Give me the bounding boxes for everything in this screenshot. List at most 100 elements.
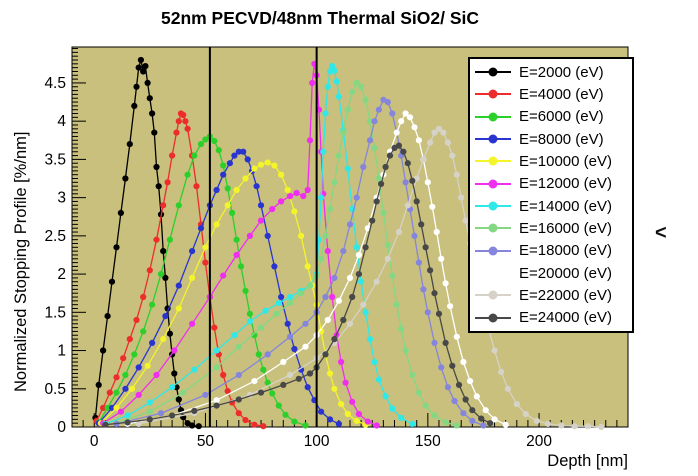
data-marker <box>108 278 116 285</box>
legend-item: E=12000 (eV) <box>470 173 632 194</box>
data-marker <box>340 316 347 324</box>
series-8000 <box>95 148 342 427</box>
data-marker <box>122 371 129 379</box>
data-marker <box>409 420 416 427</box>
data-marker <box>153 163 160 171</box>
data-marker <box>251 165 258 172</box>
data-marker <box>398 118 405 125</box>
data-marker <box>371 358 378 366</box>
data-marker <box>373 198 380 205</box>
data-marker <box>257 161 265 168</box>
data-marker <box>371 118 378 125</box>
data-marker <box>462 217 469 224</box>
data-marker <box>253 183 260 190</box>
legend-label: E=22000 (eV) <box>519 286 612 304</box>
data-marker <box>300 193 307 200</box>
data-marker <box>306 370 314 377</box>
legend-label: E=24000 (eV) <box>519 309 612 327</box>
data-marker <box>447 303 454 310</box>
data-marker <box>264 379 271 386</box>
data-marker <box>160 202 167 209</box>
data-marker <box>318 194 325 201</box>
data-marker <box>282 411 289 418</box>
data-marker <box>184 171 191 178</box>
data-marker <box>113 389 120 396</box>
data-marker <box>335 93 342 100</box>
data-marker <box>353 194 360 201</box>
legend-item: E=22000 (eV) <box>470 285 632 306</box>
data-marker <box>280 358 287 366</box>
data-marker <box>487 420 494 427</box>
data-marker <box>491 416 498 423</box>
data-marker <box>146 399 153 406</box>
data-marker <box>213 347 220 354</box>
data-marker <box>344 106 351 113</box>
data-marker <box>195 423 202 430</box>
data-marker <box>338 358 345 366</box>
data-marker <box>469 417 476 424</box>
data-marker <box>124 412 131 419</box>
legend-marker-line <box>475 201 511 211</box>
data-marker <box>424 179 431 186</box>
data-marker <box>237 263 245 270</box>
data-marker <box>427 139 434 146</box>
x-axis-title: Depth [nm] <box>547 452 628 470</box>
data-marker <box>326 206 334 213</box>
data-marker <box>360 163 367 171</box>
data-marker <box>162 274 169 281</box>
data-marker <box>358 83 365 90</box>
data-marker <box>362 244 369 251</box>
y-tick-label: 4 <box>57 113 66 130</box>
x-tick-label: 200 <box>526 433 552 450</box>
data-marker <box>120 355 127 362</box>
data-marker <box>355 410 362 418</box>
data-marker <box>235 343 242 350</box>
data-marker <box>366 118 374 125</box>
data-marker <box>453 422 460 429</box>
legend-marker-dot <box>488 246 498 256</box>
data-marker <box>291 418 298 425</box>
data-marker <box>422 402 429 409</box>
y-tick-label: 2.5 <box>44 228 66 245</box>
legend-marker-dot <box>488 112 498 122</box>
legend-label: E=2000 (eV) <box>519 63 604 81</box>
data-marker <box>149 301 156 308</box>
legend-item: E=16000 (eV) <box>470 218 632 239</box>
data-marker <box>104 404 111 411</box>
data-marker <box>431 339 438 346</box>
data-marker <box>375 106 382 113</box>
data-marker <box>197 225 205 232</box>
data-marker <box>264 351 271 358</box>
data-marker <box>278 198 285 205</box>
data-marker <box>324 83 331 90</box>
data-marker <box>140 328 147 335</box>
data-marker <box>389 110 396 117</box>
data-marker <box>491 347 498 354</box>
data-marker <box>117 209 124 216</box>
data-marker <box>375 376 382 383</box>
data-marker <box>384 99 391 106</box>
data-marker <box>469 407 476 414</box>
data-marker <box>269 206 276 213</box>
data-marker <box>286 293 294 301</box>
data-marker <box>331 274 338 281</box>
data-marker <box>420 286 427 293</box>
series-18000 <box>113 96 487 429</box>
data-marker <box>140 68 147 75</box>
data-marker <box>406 114 414 121</box>
data-marker <box>175 305 182 312</box>
legend-item: E=20000 (eV) <box>470 263 632 284</box>
data-marker <box>126 141 133 148</box>
data-marker <box>335 420 342 427</box>
data-marker <box>382 393 389 400</box>
data-marker <box>224 185 231 192</box>
data-marker <box>202 136 209 143</box>
data-marker <box>326 370 334 377</box>
data-marker <box>386 152 394 159</box>
data-marker <box>442 339 449 346</box>
legend-marker-line <box>475 112 511 122</box>
data-marker <box>280 381 287 388</box>
data-marker <box>224 388 231 395</box>
data-marker <box>157 271 165 278</box>
data-marker <box>429 203 436 210</box>
